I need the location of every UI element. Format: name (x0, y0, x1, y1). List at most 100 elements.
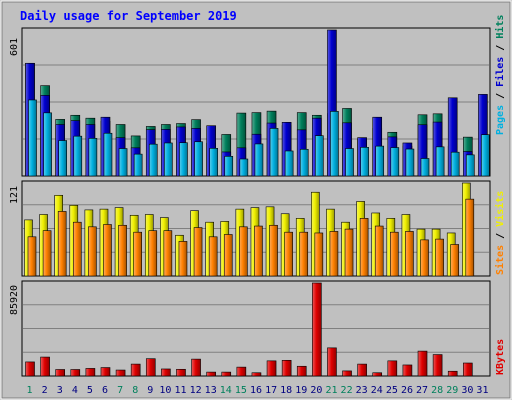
day-label-3: 3 (57, 385, 63, 396)
bar-sites-17 (269, 224, 278, 277)
day-label-19: 19 (295, 385, 307, 396)
bar-kbytes-22 (342, 370, 352, 377)
day-label-9: 9 (147, 385, 153, 396)
bar-pages-23 (360, 147, 369, 177)
day-label-2: 2 (42, 385, 48, 396)
day-label-6: 6 (102, 385, 108, 396)
bar-kbytes-27 (417, 350, 428, 377)
bar-pages-12 (194, 141, 203, 177)
bar-sites-7 (118, 224, 127, 277)
kbytes-axis-label: KBytes (495, 339, 506, 375)
axis-label-sites: Sites (494, 245, 506, 275)
bar-kbytes-1 (25, 361, 35, 377)
axis-label-sep-3: / (495, 227, 506, 245)
bar-pages-4 (73, 135, 83, 177)
bar-kbytes-10 (161, 368, 171, 377)
bar-kbytes-12 (191, 358, 201, 377)
bar-pages-11 (179, 142, 188, 177)
day-label-22: 22 (341, 385, 353, 396)
bar-sites-16 (254, 225, 263, 277)
day-label-10: 10 (159, 385, 171, 396)
bar-sites-12 (193, 227, 203, 277)
bar-kbytes-23 (357, 363, 367, 377)
bar-sites-23 (359, 218, 369, 277)
bar-pages-7 (118, 148, 128, 177)
bar-sites-29 (450, 244, 460, 277)
axis-label-pages: Pages (495, 105, 506, 135)
day-label-15: 15 (235, 385, 247, 396)
bar-sites-8 (133, 231, 142, 277)
bar-kbytes-4 (70, 369, 81, 377)
bar-pages-10 (164, 142, 173, 177)
bar-pages-22 (345, 148, 354, 177)
bar-pages-9 (148, 143, 158, 177)
day-label-18: 18 (280, 385, 292, 396)
bar-kbytes-3 (55, 369, 65, 377)
bar-kbytes-2 (40, 356, 50, 377)
day-label-13: 13 (205, 385, 217, 396)
day-label-4: 4 (72, 385, 78, 396)
kbytes-ymax-label: 85920 (9, 285, 20, 315)
day-label-11: 11 (174, 385, 186, 396)
panel-hits (21, 27, 491, 177)
day-label-5: 5 (87, 385, 93, 396)
bar-pages-2 (43, 112, 52, 177)
day-label-7: 7 (117, 385, 123, 396)
panel-visits (21, 180, 491, 277)
bar-pages-30 (466, 154, 475, 177)
bar-sites-22 (344, 228, 354, 277)
bar-kbytes-29 (447, 370, 458, 377)
bar-kbytes-16 (251, 372, 262, 377)
bar-pages-13 (209, 148, 218, 177)
panel-kbytes (21, 280, 491, 377)
bar-pages-28 (435, 146, 445, 177)
day-label-14: 14 (220, 385, 232, 396)
bar-kbytes-8 (130, 363, 141, 377)
bar-kbytes-15 (236, 366, 247, 377)
bar-sites-26 (405, 231, 414, 277)
bar-sites-18 (284, 231, 293, 277)
bar-sites-5 (88, 226, 97, 277)
bar-sites-24 (374, 225, 384, 277)
svg-text:Pages / Files / Hits: Pages / Files / Hits (494, 15, 506, 135)
bar-pages-26 (405, 148, 415, 177)
day-label-21: 21 (325, 385, 337, 396)
bar-pages-25 (390, 147, 400, 177)
bar-pages-8 (133, 153, 143, 177)
day-label-12: 12 (190, 385, 202, 396)
day-label-29: 29 (446, 385, 458, 396)
hits-axis-label: Pages / Files / Hits (494, 15, 506, 135)
bar-sites-19 (299, 231, 309, 277)
bar-kbytes-9 (145, 358, 156, 377)
bar-kbytes-14 (221, 371, 232, 377)
bar-pages-19 (299, 148, 309, 177)
bar-kbytes-26 (402, 364, 413, 377)
bar-sites-13 (208, 236, 218, 277)
day-label-23: 23 (356, 385, 368, 396)
bar-pages-17 (269, 128, 279, 177)
bar-sites-9 (148, 230, 158, 277)
bar-kbytes-28 (432, 354, 443, 377)
chart-title: Daily usage for September 2019 (20, 9, 237, 23)
chart-panels (21, 27, 491, 377)
bar-sites-21 (329, 231, 339, 277)
bar-pages-6 (103, 132, 113, 177)
day-label-26: 26 (401, 385, 413, 396)
bar-sites-14 (223, 234, 233, 277)
bar-kbytes-20 (312, 282, 322, 377)
bar-kbytes-13 (206, 371, 216, 377)
bar-sites-30 (465, 198, 475, 277)
bar-kbytes-17 (266, 360, 277, 377)
day-label-24: 24 (371, 385, 383, 396)
bar-sites-6 (103, 224, 112, 277)
bar-pages-21 (330, 111, 339, 177)
bar-kbytes-18 (281, 360, 292, 377)
bar-sites-20 (314, 232, 324, 277)
bar-pages-15 (239, 158, 249, 177)
bar-sites-4 (72, 221, 82, 277)
axis-label-visits: Visits (494, 191, 506, 227)
day-label-28: 28 (431, 385, 443, 396)
axis-label-sep-1: / (495, 87, 506, 105)
hits-ymax-label: 601 (9, 38, 20, 56)
